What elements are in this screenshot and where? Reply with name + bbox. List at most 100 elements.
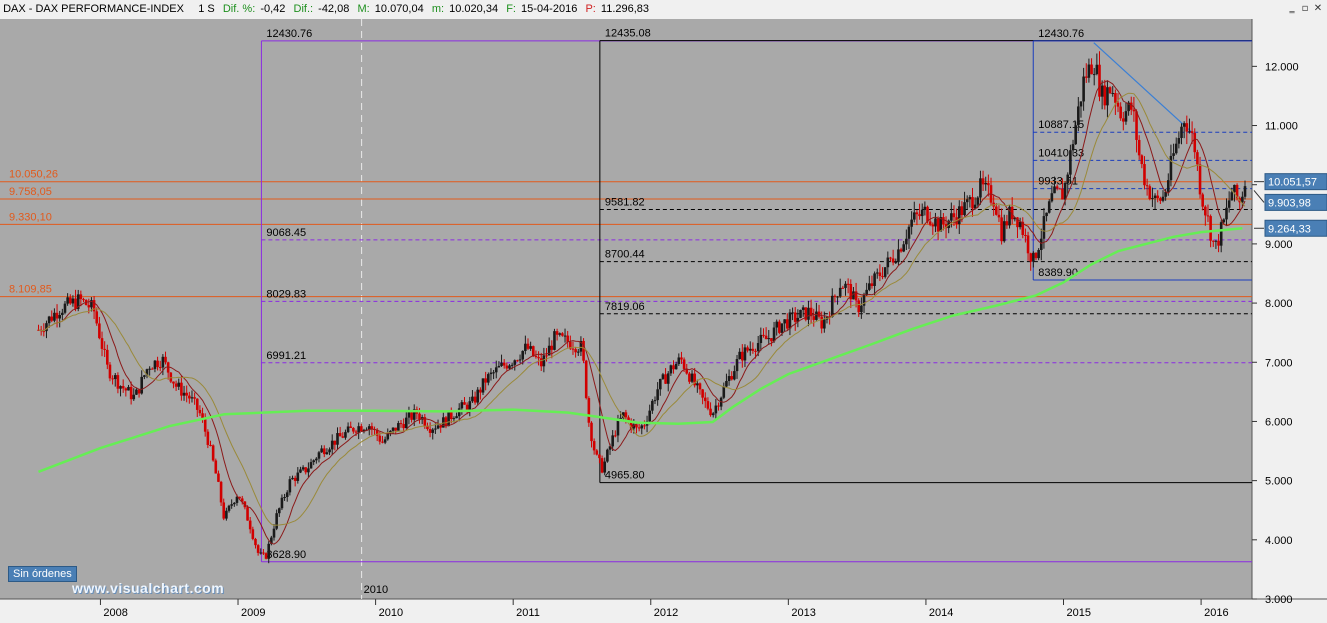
candle-bullish bbox=[897, 249, 900, 263]
candle-bullish bbox=[1079, 101, 1083, 107]
candle-bullish bbox=[143, 375, 146, 377]
candle-bearish bbox=[256, 545, 260, 553]
candle-bullish bbox=[177, 382, 181, 387]
moving-average-long bbox=[38, 227, 1243, 473]
candle-bullish bbox=[576, 351, 580, 353]
candle-bullish bbox=[1053, 186, 1056, 194]
close-icon[interactable]: ✕ bbox=[1313, 3, 1323, 14]
candle-bearish bbox=[693, 373, 696, 386]
candle-bullish bbox=[910, 219, 913, 227]
candle-bullish bbox=[521, 350, 525, 360]
candle-bearish bbox=[971, 197, 974, 209]
candle-bullish bbox=[1219, 222, 1223, 246]
candle-bullish bbox=[529, 346, 532, 349]
candle-bullish bbox=[259, 552, 263, 554]
candle-bearish bbox=[804, 307, 808, 320]
candle-bullish bbox=[963, 202, 966, 216]
candle-bearish bbox=[79, 294, 83, 300]
candle-bearish bbox=[1148, 186, 1152, 199]
candle-bullish bbox=[455, 416, 458, 419]
candle-bearish bbox=[137, 389, 141, 394]
price-tag bbox=[1264, 193, 1327, 211]
candle-bearish bbox=[770, 338, 773, 342]
candle-bullish bbox=[497, 365, 501, 368]
candle-bullish bbox=[1082, 76, 1085, 102]
candle-bullish bbox=[291, 477, 294, 480]
candle-bullish bbox=[1180, 126, 1183, 138]
candle-bearish bbox=[555, 331, 559, 335]
candle-bullish bbox=[492, 372, 495, 374]
candle-bearish bbox=[878, 272, 882, 277]
candle-bearish bbox=[854, 291, 858, 301]
candle-bearish bbox=[240, 498, 244, 502]
candle-bearish bbox=[1005, 221, 1009, 226]
candle-bullish bbox=[542, 355, 546, 367]
candle-bearish bbox=[1217, 240, 1220, 246]
candle-bearish bbox=[751, 348, 755, 351]
candle-bearish bbox=[111, 378, 114, 380]
dif-pct-label: Dif. %: bbox=[222, 3, 256, 15]
candle-bullish bbox=[735, 359, 739, 372]
candle-bullish bbox=[58, 315, 61, 319]
candle-bullish bbox=[328, 449, 331, 453]
candle-bullish bbox=[132, 394, 136, 400]
candle-bullish bbox=[288, 479, 292, 493]
candle-bullish bbox=[1032, 252, 1035, 262]
candle-bearish bbox=[701, 389, 704, 398]
candle-bullish bbox=[71, 298, 75, 304]
chart-header: DAX - DAX PERFORMANCE-INDEX 1 S Dif. %: … bbox=[0, 0, 1327, 20]
x-tick-label: 2013 bbox=[791, 607, 815, 619]
candle-bullish bbox=[979, 178, 982, 198]
candle-bullish bbox=[836, 296, 839, 298]
x-tick-label: 2016 bbox=[1204, 607, 1228, 619]
candle-bearish bbox=[870, 283, 874, 286]
candle-bearish bbox=[378, 435, 382, 442]
fib-level-label: 8700.44 bbox=[605, 249, 645, 261]
candle-bullish bbox=[1243, 186, 1247, 197]
candle-bullish bbox=[748, 348, 752, 351]
candle-bearish bbox=[82, 299, 85, 301]
candle-bullish bbox=[227, 505, 231, 511]
candle-bearish bbox=[211, 445, 215, 461]
x-tick-label: 2011 bbox=[516, 607, 540, 619]
candle-bearish bbox=[92, 300, 96, 312]
candle-bullish bbox=[860, 305, 863, 313]
candle-bearish bbox=[717, 405, 720, 407]
candle-bullish bbox=[738, 351, 741, 360]
candle-bearish bbox=[444, 417, 448, 427]
candle-bullish bbox=[616, 419, 620, 436]
restore-icon[interactable]: ▫ bbox=[1301, 3, 1309, 14]
candle-bearish bbox=[997, 214, 1001, 218]
candle-bullish bbox=[783, 319, 786, 324]
candle-bearish bbox=[1024, 234, 1027, 236]
candle-bullish bbox=[547, 345, 551, 356]
candle-bullish bbox=[285, 492, 289, 498]
candle-bearish bbox=[349, 426, 353, 428]
candle-bullish bbox=[725, 380, 728, 387]
candle-bearish bbox=[214, 460, 218, 474]
dif-pct-value: -0,42 bbox=[260, 3, 286, 15]
fib-level-label: 9068.45 bbox=[266, 227, 306, 239]
candle-bullish bbox=[759, 334, 763, 344]
candle-bearish bbox=[293, 477, 297, 481]
candle-bullish bbox=[135, 389, 138, 395]
candle-bearish bbox=[846, 283, 850, 285]
candle-bearish bbox=[1122, 118, 1125, 122]
candle-bullish bbox=[1169, 155, 1173, 181]
candle-bearish bbox=[952, 213, 956, 218]
candle-bearish bbox=[706, 401, 710, 409]
candle-bearish bbox=[1193, 133, 1197, 153]
candle-bearish bbox=[889, 257, 892, 259]
candle-bearish bbox=[449, 411, 453, 420]
candle-bullish bbox=[714, 405, 718, 414]
candle-bullish bbox=[632, 424, 636, 429]
moving-average-mid bbox=[38, 92, 1246, 526]
candle-bearish bbox=[209, 444, 212, 446]
minimize-icon[interactable]: ‗ bbox=[1289, 3, 1295, 14]
candle-bullish bbox=[807, 307, 810, 320]
price-chart[interactable]: 3.0004.0005.0006.0007.0008.0009.00010.00… bbox=[0, 19, 1327, 623]
candle-bearish bbox=[915, 212, 919, 215]
fib-level-label: 10887.15 bbox=[1038, 119, 1084, 131]
fib-level-label: 10410.33 bbox=[1038, 147, 1084, 159]
